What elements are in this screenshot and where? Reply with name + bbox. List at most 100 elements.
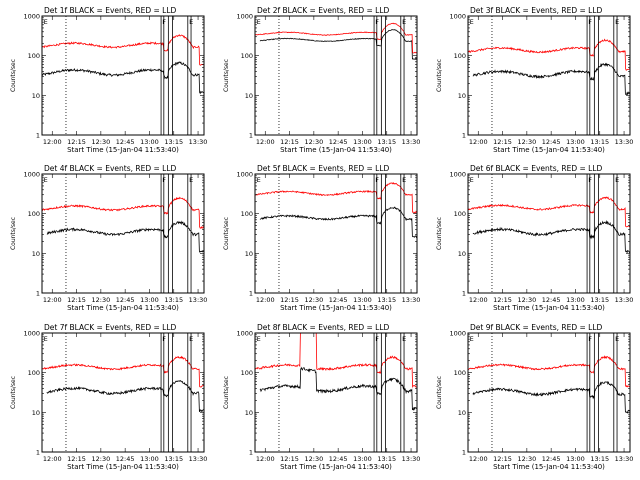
y-tick-label: 10 bbox=[32, 250, 40, 258]
y-tick-label: 1000 bbox=[236, 13, 253, 21]
y-tick-label: 100 bbox=[28, 369, 40, 377]
panel-title: Det 6f BLACK = Events, RED = LLD bbox=[470, 164, 603, 173]
x-tick-label: 13:00 bbox=[353, 138, 372, 146]
x-tick-label: 12:15 bbox=[493, 455, 512, 463]
series-events-line bbox=[46, 379, 205, 413]
marker-label: E bbox=[615, 335, 619, 343]
series-events-line bbox=[259, 29, 417, 60]
panel-frame bbox=[41, 15, 205, 136]
x-axis-label: Start Time (15-Jan-04 11:53:40) bbox=[280, 304, 392, 312]
x-axis-label: Start Time (15-Jan-04 11:53:40) bbox=[493, 146, 605, 154]
y-axis-label: Counts/sec bbox=[223, 217, 230, 250]
x-tick-label: 12:15 bbox=[67, 296, 86, 304]
y-tick-label: 1000 bbox=[236, 330, 253, 338]
y-axis-label: Counts/sec bbox=[10, 376, 17, 409]
x-tick-label: 13:00 bbox=[140, 138, 159, 146]
panel-2: Det 2f BLACK = Events, RED = LLD E F E 1 10 10… bbox=[223, 6, 420, 154]
series-lld-line bbox=[467, 355, 630, 388]
x-tick-label: 12:15 bbox=[280, 138, 299, 146]
x-tick-label: 13:30 bbox=[402, 455, 421, 463]
panel-6: Det 6f BLACK = Events, RED = LLD E F E 1 10 10… bbox=[436, 164, 633, 312]
y-axis-label: Counts/sec bbox=[223, 59, 230, 92]
marker-label: E bbox=[44, 335, 48, 343]
marker-label: E bbox=[257, 18, 261, 26]
x-tick-label: 12:30 bbox=[304, 455, 323, 463]
x-axis-label: Start Time (15-Jan-04 11:53:40) bbox=[67, 146, 179, 154]
x-tick-label: 13:30 bbox=[189, 296, 208, 304]
x-tick-label: 13:30 bbox=[615, 138, 634, 146]
x-tick-label: 13:00 bbox=[566, 455, 585, 463]
y-tick-label: 1 bbox=[462, 290, 466, 298]
y-tick-label: 100 bbox=[241, 52, 253, 60]
panel-title: Det 4f BLACK = Events, RED = LLD bbox=[44, 164, 177, 173]
panel-frame bbox=[254, 15, 418, 136]
marker-label: F bbox=[588, 335, 592, 343]
marker-label: F bbox=[375, 18, 379, 26]
x-tick-label: 13:30 bbox=[615, 455, 634, 463]
y-tick-label: 1 bbox=[249, 132, 253, 140]
x-tick-label: 13:30 bbox=[615, 296, 634, 304]
series-events-line bbox=[259, 206, 418, 239]
y-tick-label: 1000 bbox=[23, 171, 40, 179]
x-tick-label: 12:00 bbox=[469, 455, 488, 463]
y-tick-label: 100 bbox=[28, 52, 40, 60]
y-axis-label: Counts/sec bbox=[436, 217, 443, 250]
panel-9: Det 9f BLACK = Events, RED = LLD E F E 1 10 10… bbox=[436, 323, 633, 471]
series-events-line bbox=[259, 366, 418, 411]
y-tick-label: 1 bbox=[462, 449, 466, 457]
x-tick-label: 13:15 bbox=[164, 455, 183, 463]
x-tick-label: 12:00 bbox=[256, 455, 275, 463]
marker-label: F bbox=[162, 335, 166, 343]
y-axis-label: Counts/sec bbox=[10, 217, 17, 250]
y-tick-label: 1 bbox=[249, 290, 253, 298]
series-lld-line bbox=[41, 355, 204, 388]
marker-label: E bbox=[44, 176, 48, 184]
y-axis-label: Counts/sec bbox=[436, 59, 443, 92]
x-tick-label: 13:30 bbox=[402, 296, 421, 304]
x-tick-label: 13:30 bbox=[189, 138, 208, 146]
panel-5: Det 5f BLACK = Events, RED = LLD E F E 1 10 10… bbox=[223, 164, 420, 312]
y-tick-label: 1 bbox=[36, 132, 40, 140]
panel-frame bbox=[467, 173, 631, 294]
x-tick-label: 12:30 bbox=[91, 296, 110, 304]
x-tick-label: 12:45 bbox=[542, 296, 561, 304]
x-tick-label: 12:15 bbox=[67, 455, 86, 463]
x-tick-label: 12:45 bbox=[116, 138, 135, 146]
series-events-line bbox=[472, 62, 631, 96]
y-tick-label: 10 bbox=[458, 250, 466, 258]
panel-frame bbox=[41, 173, 205, 294]
series-events-line bbox=[472, 381, 631, 414]
x-tick-label: 13:15 bbox=[590, 138, 609, 146]
marker-label: F bbox=[375, 335, 379, 343]
x-tick-label: 13:15 bbox=[590, 455, 609, 463]
x-tick-label: 13:15 bbox=[164, 296, 183, 304]
y-tick-label: 1 bbox=[462, 132, 466, 140]
x-tick-label: 12:30 bbox=[517, 296, 536, 304]
marker-label: E bbox=[189, 18, 193, 26]
marker-label: F bbox=[375, 176, 379, 184]
panel-title: Det 8f BLACK = Events, RED = LLD bbox=[257, 323, 390, 332]
x-axis-label: Start Time (15-Jan-04 11:53:40) bbox=[67, 304, 179, 312]
series-lld-line bbox=[254, 181, 417, 214]
panel-frame bbox=[254, 332, 418, 453]
series-events-line bbox=[41, 61, 204, 95]
marker-label: F bbox=[162, 18, 166, 26]
marker-label: E bbox=[189, 335, 193, 343]
x-tick-label: 13:00 bbox=[353, 455, 372, 463]
panel-8: Det 8f BLACK = Events, RED = LLD E F E 1 10 10… bbox=[223, 323, 420, 471]
x-tick-label: 12:00 bbox=[43, 138, 62, 146]
x-tick-label: 12:00 bbox=[469, 138, 488, 146]
panel-title: Det 2f BLACK = Events, RED = LLD bbox=[257, 6, 390, 15]
y-tick-label: 10 bbox=[32, 92, 40, 100]
panel-3: Det 3f BLACK = Events, RED = LLD E F E 1 10 10… bbox=[436, 6, 633, 154]
panel-frame bbox=[467, 332, 631, 453]
marker-label: E bbox=[470, 335, 474, 343]
panel-title: Det 7f BLACK = Events, RED = LLD bbox=[44, 323, 177, 332]
x-tick-label: 13:00 bbox=[140, 296, 159, 304]
y-tick-label: 1 bbox=[36, 290, 40, 298]
x-tick-label: 12:45 bbox=[542, 455, 561, 463]
x-tick-label: 12:30 bbox=[91, 455, 110, 463]
x-axis-label: Start Time (15-Jan-04 11:53:40) bbox=[280, 463, 392, 471]
